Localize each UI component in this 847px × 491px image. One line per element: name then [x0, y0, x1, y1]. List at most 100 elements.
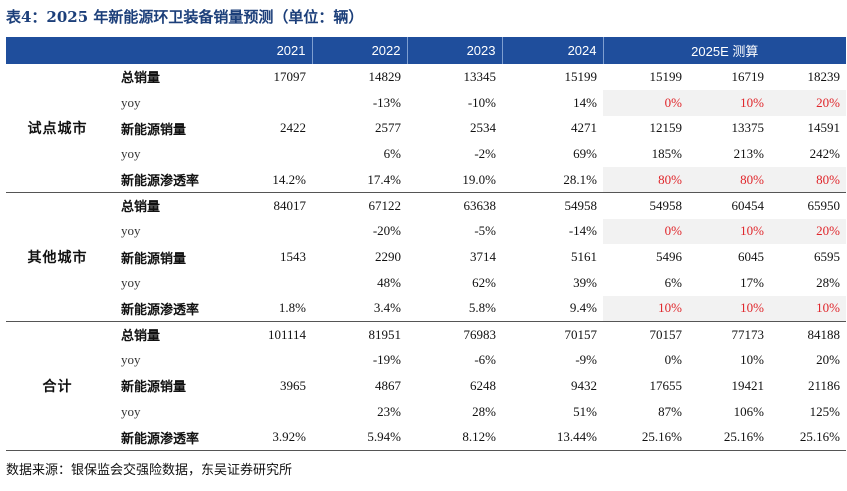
- value-cell: 14591: [807, 120, 841, 136]
- value-cell: 19421: [731, 377, 765, 393]
- table-row: 新能源渗透率 14.2% 17.4% 19.0% 28.1% 80% 80% 80%: [6, 167, 847, 194]
- value-cell: 13345: [463, 68, 497, 84]
- value-cell: 10%: [688, 89, 770, 116]
- value-cell: 14.2%: [214, 167, 312, 194]
- value-cell: 28.1%: [502, 167, 603, 194]
- value-cell: 5161: [571, 249, 597, 265]
- value-cell: 1543: [280, 249, 306, 265]
- value-cell: 84017: [273, 197, 307, 213]
- value-cell: 10%: [770, 295, 847, 322]
- value-cell: 9.4%: [502, 295, 603, 322]
- value-cell: 70157: [649, 326, 683, 342]
- value-cell: -9%: [575, 352, 597, 368]
- value-cell: 13375: [731, 120, 765, 136]
- table-row: yoy -19% -6% -9% 0% 10% 20%: [6, 347, 846, 373]
- row-label: 新能源渗透率: [109, 167, 214, 194]
- value-cell: 23%: [377, 403, 401, 419]
- value-cell: 9432: [571, 377, 597, 393]
- value-cell: 25.16%: [688, 424, 770, 451]
- value-cell: [214, 141, 312, 167]
- row-label: 总销量: [121, 329, 161, 345]
- value-cell: 10%: [740, 352, 764, 368]
- value-cell: 54958: [564, 197, 598, 213]
- value-cell: 70157: [564, 326, 598, 342]
- value-cell: 14%: [573, 94, 597, 110]
- value-cell: 25.16%: [603, 424, 688, 451]
- value-cell: 10%: [603, 295, 688, 322]
- header-blank: [109, 37, 214, 64]
- value-cell: 18239: [807, 68, 841, 84]
- value-cell: 20%: [770, 218, 847, 245]
- table-row: 新能源销量 2422 2577 2534 4271 12159 13375 14591: [6, 116, 846, 142]
- row-label: 新能源销量: [121, 380, 187, 396]
- value-cell: 65950: [807, 197, 841, 213]
- value-cell: -10%: [467, 94, 496, 110]
- value-cell: 20%: [816, 352, 841, 368]
- value-cell: 4271: [571, 120, 597, 136]
- value-cell: 67122: [368, 197, 402, 213]
- value-cell: 213%: [733, 146, 764, 162]
- row-label: yoy: [121, 146, 141, 162]
- header-row: 2021 2022 2023 2024 2025E 测算: [6, 37, 847, 64]
- group-label: 合计: [6, 321, 109, 451]
- row-label: yoy: [121, 94, 141, 110]
- value-cell: 6595: [814, 249, 841, 265]
- row-label: yoy: [121, 352, 141, 368]
- value-cell: 15199: [564, 68, 598, 84]
- value-cell: -14%: [568, 223, 597, 239]
- value-cell: -20%: [372, 223, 401, 239]
- value-cell: 80%: [688, 167, 770, 194]
- group-label: 其他城市: [6, 192, 109, 322]
- sales-forecast-table: 2021 2022 2023 2024 2025E 测算 试点城市 总销量 1709…: [6, 37, 847, 451]
- value-cell: 60454: [731, 197, 765, 213]
- table-row: 新能源销量 1543 2290 3714 5161 5496 6045 6595: [6, 244, 846, 270]
- header-estimate: 2025E 测算: [602, 37, 847, 64]
- value-cell: 16719: [731, 68, 765, 84]
- row-label: 新能源渗透率: [109, 424, 214, 451]
- value-cell: 80%: [603, 167, 688, 194]
- row-label: yoy: [121, 403, 141, 419]
- value-cell: 3.4%: [312, 295, 407, 322]
- value-cell: -6%: [474, 352, 496, 368]
- value-cell: 39%: [573, 274, 597, 290]
- header-year: 2022: [311, 37, 407, 64]
- value-cell: -13%: [372, 94, 401, 110]
- table-row: 合计 总销量 101114 81951 76983 70157 70157 77173 8418…: [6, 321, 846, 451]
- table-row: 试点城市 总销量 17097 14829 13345 15199 15199 16719 182…: [6, 64, 846, 194]
- value-cell: 84188: [807, 326, 841, 342]
- table-row: yoy 23% 28% 51% 87% 106% 125%: [6, 399, 846, 425]
- value-cell: 51%: [573, 403, 597, 419]
- value-cell: 69%: [573, 146, 597, 162]
- value-cell: 63638: [463, 197, 497, 213]
- value-cell: 0%: [603, 89, 688, 116]
- value-cell: 28%: [472, 403, 496, 419]
- value-cell: 13.44%: [502, 424, 603, 451]
- table-row: 新能源渗透率 3.92% 5.94% 8.12% 13.44% 25.16% 25.16% 2…: [6, 424, 847, 451]
- value-cell: 2422: [280, 120, 306, 136]
- value-cell: 242%: [809, 146, 841, 162]
- value-cell: 106%: [733, 403, 764, 419]
- value-cell: 2290: [375, 249, 401, 265]
- value-cell: 17.4%: [312, 167, 407, 194]
- table-row: 新能源渗透率 1.8% 3.4% 5.8% 9.4% 10% 10% 10%: [6, 295, 847, 322]
- value-cell: 3.92%: [214, 424, 312, 451]
- value-cell: 3714: [470, 249, 496, 265]
- source-note: 数据来源：银保监会交强险数据，东吴证券研究所: [6, 463, 293, 478]
- value-cell: 3965: [280, 377, 306, 393]
- table-row: yoy -13% -10% 14% 0% 10% 20%: [6, 89, 847, 116]
- value-cell: 80%: [770, 167, 847, 194]
- row-label: 新能源渗透率: [109, 295, 214, 322]
- table-row: yoy 48% 62% 39% 6% 17% 28%: [6, 270, 846, 296]
- value-cell: 81951: [368, 326, 402, 342]
- value-cell: 19.0%: [407, 167, 502, 194]
- value-cell: 0%: [664, 352, 682, 368]
- header-blank: [6, 37, 109, 64]
- value-cell: 17655: [649, 377, 683, 393]
- value-cell: [214, 347, 312, 373]
- table-row: yoy 6% -2% 69% 185% 213% 242%: [6, 141, 846, 167]
- value-cell: -19%: [372, 352, 401, 368]
- value-cell: 77173: [731, 326, 765, 342]
- value-cell: 21186: [807, 377, 841, 393]
- value-cell: 101114: [267, 326, 306, 342]
- header-year: 2021: [214, 37, 312, 64]
